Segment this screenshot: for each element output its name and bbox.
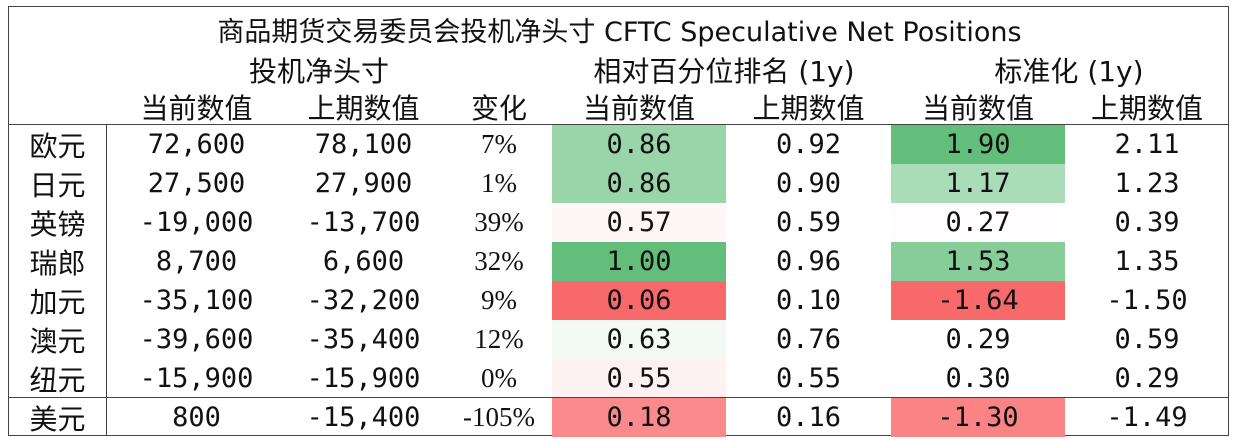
rank-prior-cell: 0.10 [775, 285, 842, 316]
std-prior-cell: -1.50 [1106, 285, 1188, 316]
net-prior-cell: -35,400 [306, 324, 421, 355]
table-title: 商品期货交易委员会投机净头寸 CFTC Speculative Net Posi… [217, 16, 1022, 48]
subheader-net-prior: 上期数值 [307, 91, 420, 125]
net-current-cell: 27,500 [147, 168, 246, 199]
rank-heat-fill [552, 281, 726, 320]
usd-row-divider [9, 397, 1228, 398]
std-prior-cell: 1.23 [1114, 168, 1180, 199]
rank-prior-cell: 0.92 [775, 129, 842, 160]
change-cell: 1% [481, 168, 517, 198]
rank-prior-cell: 0.76 [775, 324, 842, 355]
std-prior-cell: 0.29 [1114, 363, 1180, 394]
rank-current-cell: 0.86 [606, 129, 672, 160]
std-current-cell: 1.17 [945, 168, 1011, 199]
std-prior-cell: 0.59 [1114, 324, 1180, 355]
net-prior-cell: 27,900 [314, 168, 413, 199]
change-cell: 39% [474, 207, 524, 237]
std-prior-cell: -1.49 [1106, 402, 1188, 433]
rank-heat-fill [552, 398, 726, 437]
std-current-cell: -1.30 [937, 402, 1019, 433]
std-current-cell: -1.64 [937, 285, 1019, 316]
rank-current-cell: 1.00 [606, 246, 672, 277]
std-current-cell: 1.90 [945, 129, 1011, 160]
std-heat-fill [891, 398, 1065, 437]
change-cell: 9% [481, 285, 517, 315]
net-current-cell: -35,100 [139, 285, 254, 316]
net-current-cell: 72,600 [147, 129, 246, 160]
subheader-change: 变化 [470, 91, 527, 125]
header-divider [9, 124, 1228, 125]
std-current-cell: 0.29 [945, 324, 1011, 355]
row-label: 美元 [29, 402, 86, 436]
row-label: 纽元 [29, 363, 86, 397]
row-label: 加元 [29, 285, 86, 319]
subheader-rank-prior: 上期数值 [752, 91, 865, 125]
rank-heat-fill [552, 125, 726, 164]
net-prior-cell: -32,200 [306, 285, 421, 316]
std-heat-fill [891, 242, 1065, 281]
std-current-cell: 0.27 [945, 207, 1011, 238]
group-header-net-positions: 投机净头寸 [248, 55, 389, 88]
change-cell: 7% [481, 129, 517, 159]
std-heat-fill [891, 359, 1065, 398]
row-label: 澳元 [29, 324, 86, 358]
net-current-cell: -19,000 [139, 207, 254, 238]
rank-heat-fill [552, 320, 726, 359]
change-cell: 0% [481, 363, 517, 393]
std-prior-cell: 1.35 [1114, 246, 1180, 277]
cftc-table: 商品期货交易委员会投机净头寸 CFTC Speculative Net Posi… [8, 6, 1229, 437]
rank-heat-fill [552, 203, 726, 242]
net-prior-cell: 78,100 [314, 129, 413, 160]
rank-prior-cell: 0.96 [775, 246, 842, 277]
group-header-percentile-rank: 相对百分位排名 (1y) [593, 55, 855, 88]
net-prior-cell: -15,400 [306, 402, 421, 433]
net-current-cell: -39,600 [139, 324, 254, 355]
change-cell: 12% [474, 324, 524, 354]
std-current-cell: 0.30 [945, 363, 1011, 394]
net-prior-cell: -15,900 [306, 363, 421, 394]
rank-prior-cell: 0.59 [775, 207, 842, 238]
net-current-cell: 800 [172, 402, 221, 433]
net-prior-cell: 6,600 [322, 246, 405, 277]
change-cell: 32% [474, 246, 524, 276]
net-current-cell: 8,700 [155, 246, 238, 277]
row-label: 瑞郎 [29, 246, 86, 280]
rank-current-cell: 0.86 [606, 168, 672, 199]
row-label: 欧元 [29, 129, 86, 163]
rank-current-cell: 0.55 [606, 363, 672, 394]
rank-heat-fill [552, 359, 726, 398]
std-heat-fill [891, 281, 1065, 320]
rank-prior-cell: 0.55 [775, 363, 842, 394]
std-prior-cell: 0.39 [1114, 207, 1180, 238]
row-label: 英镑 [29, 207, 86, 241]
change-cell: -105% [463, 402, 535, 432]
subheader-std-current: 当前数值 [921, 91, 1034, 125]
rank-heat-fill [552, 164, 726, 203]
std-prior-cell: 2.11 [1114, 129, 1180, 160]
rank-prior-cell: 0.16 [775, 402, 842, 433]
rank-current-cell: 0.06 [606, 285, 672, 316]
std-current-cell: 1.53 [945, 246, 1011, 277]
std-heat-fill [891, 203, 1065, 242]
rank-current-cell: 0.57 [606, 207, 672, 238]
net-current-cell: -15,900 [139, 363, 254, 394]
subheader-std-prior: 上期数值 [1090, 91, 1203, 125]
rank-prior-cell: 0.90 [775, 168, 842, 199]
rank-current-cell: 0.18 [606, 402, 672, 433]
std-heat-fill [891, 320, 1065, 359]
std-heat-fill [891, 125, 1065, 164]
subheader-rank-current: 当前数值 [582, 91, 695, 125]
subheader-net-current: 当前数值 [140, 91, 253, 125]
net-prior-cell: -13,700 [306, 207, 421, 238]
std-heat-fill [891, 164, 1065, 203]
group-header-standardized: 标准化 (1y) [994, 55, 1144, 88]
row-label: 日元 [29, 168, 86, 202]
label-column-divider [106, 124, 107, 435]
rank-current-cell: 0.63 [606, 324, 672, 355]
rank-heat-fill [552, 242, 726, 281]
